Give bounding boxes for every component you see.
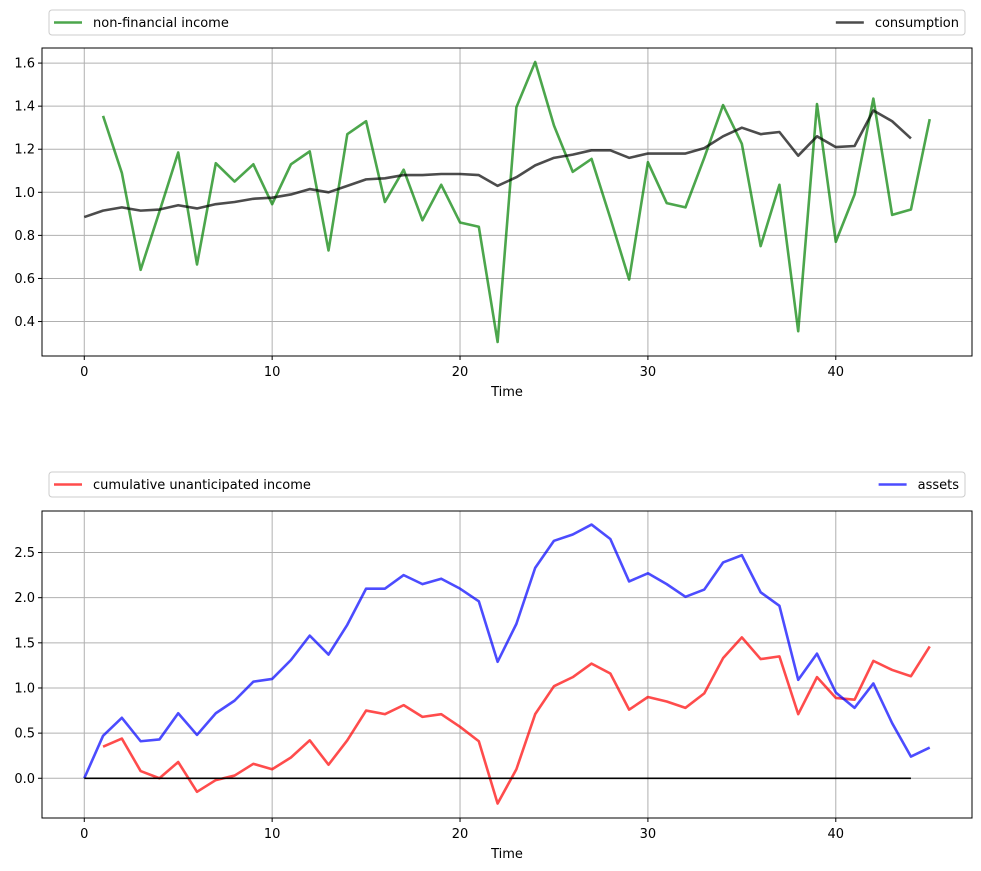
- series-line-assets: [83, 523, 931, 779]
- plot-frame: [41, 510, 973, 819]
- chart-panel-1: 0 10 20 30 40 0.4 0.6 0.8 1.0 1.2 1.4 1.6 Time non-fi…: [14, 9, 973, 400]
- y-tick-label: 2.0: [14, 591, 35, 606]
- y-tick-label: 0.5: [14, 727, 35, 742]
- x-tick-label: 20: [452, 827, 469, 842]
- plot-frame: [41, 47, 973, 357]
- legend-label: consumption: [875, 16, 959, 31]
- x-tick-label: 10: [264, 827, 281, 842]
- legend-box: [48, 9, 966, 36]
- x-tick-label: 10: [264, 365, 281, 380]
- x-tick-label: 30: [640, 827, 657, 842]
- y-tick-label: 2.5: [14, 546, 35, 561]
- y-tick-label: 1.2: [14, 143, 35, 158]
- y-tick-label: 1.4: [14, 100, 35, 115]
- y-tick-label: 0.0: [14, 772, 35, 787]
- x-tick-label: 0: [80, 365, 88, 380]
- series-line-non-financial-income: [101, 60, 932, 344]
- y-tick-label: 0.6: [14, 272, 35, 287]
- y-tick-label: 1.5: [14, 636, 35, 651]
- x-tick-label: 20: [452, 365, 469, 380]
- legend-label: assets: [918, 478, 960, 493]
- y-tick-label: 0.8: [14, 229, 35, 244]
- y-tick-label: 0.4: [14, 315, 35, 330]
- y-tick-label: 1.6: [14, 57, 35, 72]
- x-tick-label: 30: [640, 365, 657, 380]
- y-tick-label: 1.0: [14, 186, 35, 201]
- x-axis-label: Time: [490, 385, 523, 400]
- legend-label: cumulative unanticipated income: [93, 478, 311, 493]
- x-tick-label: 40: [828, 365, 845, 380]
- x-axis-label: Time: [490, 847, 523, 862]
- series-line-consumption: [83, 109, 912, 219]
- series-line-cumulative-unanticipated-income: [102, 636, 931, 805]
- legend-box: [48, 471, 966, 498]
- legend-label: non-financial income: [93, 16, 229, 31]
- x-tick-label: 0: [80, 827, 88, 842]
- x-tick-label: 40: [828, 827, 845, 842]
- y-tick-label: 1.0: [14, 681, 35, 696]
- chart-panel-2: 0 10 20 30 40 0.0 0.5 1.0 1.5 2.0 2.5 Time cumulativ…: [14, 471, 973, 862]
